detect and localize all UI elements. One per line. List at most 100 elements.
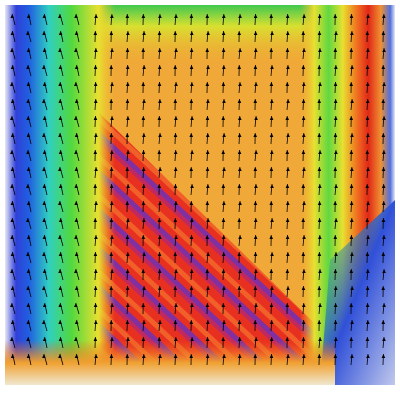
arrow-head <box>157 252 162 256</box>
arrow-head <box>10 235 14 239</box>
arrow-head <box>302 354 306 358</box>
arrow-head <box>254 82 258 86</box>
arrow-head <box>10 31 15 35</box>
arrow-head <box>174 337 178 341</box>
arrow-head <box>26 99 30 103</box>
arrow-head <box>333 235 338 239</box>
arrow-head <box>253 65 258 69</box>
arrow-head <box>142 354 146 358</box>
arrow-head <box>74 82 78 86</box>
arrow-head <box>10 184 14 188</box>
arrow-head <box>318 150 322 154</box>
arrow-head <box>238 303 242 307</box>
arrow-head <box>254 48 258 52</box>
arrow-head <box>26 150 30 154</box>
arrow-head <box>74 235 78 239</box>
arrow-head <box>58 65 63 69</box>
arrow-head <box>42 320 46 324</box>
arrow-head <box>317 167 322 171</box>
arrow-head <box>42 82 47 86</box>
arrow-head <box>174 14 178 18</box>
arrow-head <box>42 48 47 52</box>
arrow-head <box>126 150 130 154</box>
arrow-head <box>286 99 290 103</box>
arrow-head <box>350 31 354 35</box>
arrow-head <box>221 150 226 154</box>
arrow-head <box>285 31 290 35</box>
arrow-head <box>237 354 242 358</box>
arrow-head <box>318 269 322 273</box>
arrow-head <box>42 354 46 358</box>
arrow-head <box>110 337 114 341</box>
arrow-head <box>317 218 322 222</box>
arrow-head <box>221 252 226 256</box>
arrow-head <box>42 303 47 307</box>
arrow-head <box>301 133 306 137</box>
arrow-head <box>366 235 370 239</box>
arrow-head <box>221 337 226 341</box>
arrow-head <box>189 14 194 18</box>
arrow-head <box>350 286 354 290</box>
arrow-head <box>157 82 162 86</box>
arrow-head <box>157 269 162 273</box>
arrow-head <box>206 65 210 69</box>
arrow-head <box>58 320 62 324</box>
arrow-head <box>222 167 226 171</box>
arrow-head <box>349 201 354 205</box>
arrow-head <box>74 320 79 324</box>
arrow-head <box>253 31 258 35</box>
arrow-head <box>10 65 15 69</box>
arrow-head <box>93 116 98 120</box>
arrow-head <box>237 65 242 69</box>
arrow-head <box>74 48 78 52</box>
arrow-head <box>237 218 242 222</box>
arrow-head <box>301 218 306 222</box>
arrow-head <box>333 133 338 137</box>
arrow-head <box>222 201 226 205</box>
arrow-head <box>174 269 178 273</box>
arrow-head <box>74 286 79 290</box>
arrow-head <box>221 116 226 120</box>
arrow-head <box>318 184 322 188</box>
arrow-head <box>206 252 210 256</box>
arrow-head <box>141 116 146 120</box>
striped-region <box>45 60 340 385</box>
arrow-head <box>58 201 62 205</box>
arrow-head <box>237 320 242 324</box>
arrow-head <box>381 354 386 358</box>
arrow-head <box>42 167 46 171</box>
arrow-head <box>333 286 338 290</box>
arrow-head <box>125 354 130 358</box>
arrow-head <box>382 150 386 154</box>
arrow-head <box>10 218 15 222</box>
arrow-head <box>269 337 274 341</box>
arrow-head <box>317 133 322 137</box>
arrow-head <box>42 99 46 103</box>
arrow-head <box>237 286 242 290</box>
arrow-head <box>26 337 30 341</box>
arrow-head <box>42 269 47 273</box>
arrow-head <box>317 201 322 205</box>
arrow-head <box>222 14 226 18</box>
arrow-head <box>190 184 194 188</box>
arrow-head <box>381 184 386 188</box>
arrow-head <box>349 303 354 307</box>
arrow-head <box>189 269 194 273</box>
arrow-head <box>157 337 162 341</box>
arrow-head <box>58 116 63 120</box>
arrow-head <box>126 303 130 307</box>
arrow-head <box>26 252 30 256</box>
arrow-head <box>269 201 274 205</box>
arrow-head <box>42 201 47 205</box>
arrow-head <box>349 235 354 239</box>
arrow-head <box>189 286 194 290</box>
arrow-head <box>126 116 130 120</box>
arrow-head <box>381 252 386 256</box>
arrow-head <box>221 269 226 273</box>
arrow-head <box>286 286 290 290</box>
arrow-head <box>381 286 386 290</box>
arrow-head <box>26 218 30 222</box>
arrow-head <box>189 133 194 137</box>
arrow-head <box>382 48 386 52</box>
arrow-head <box>173 252 178 256</box>
